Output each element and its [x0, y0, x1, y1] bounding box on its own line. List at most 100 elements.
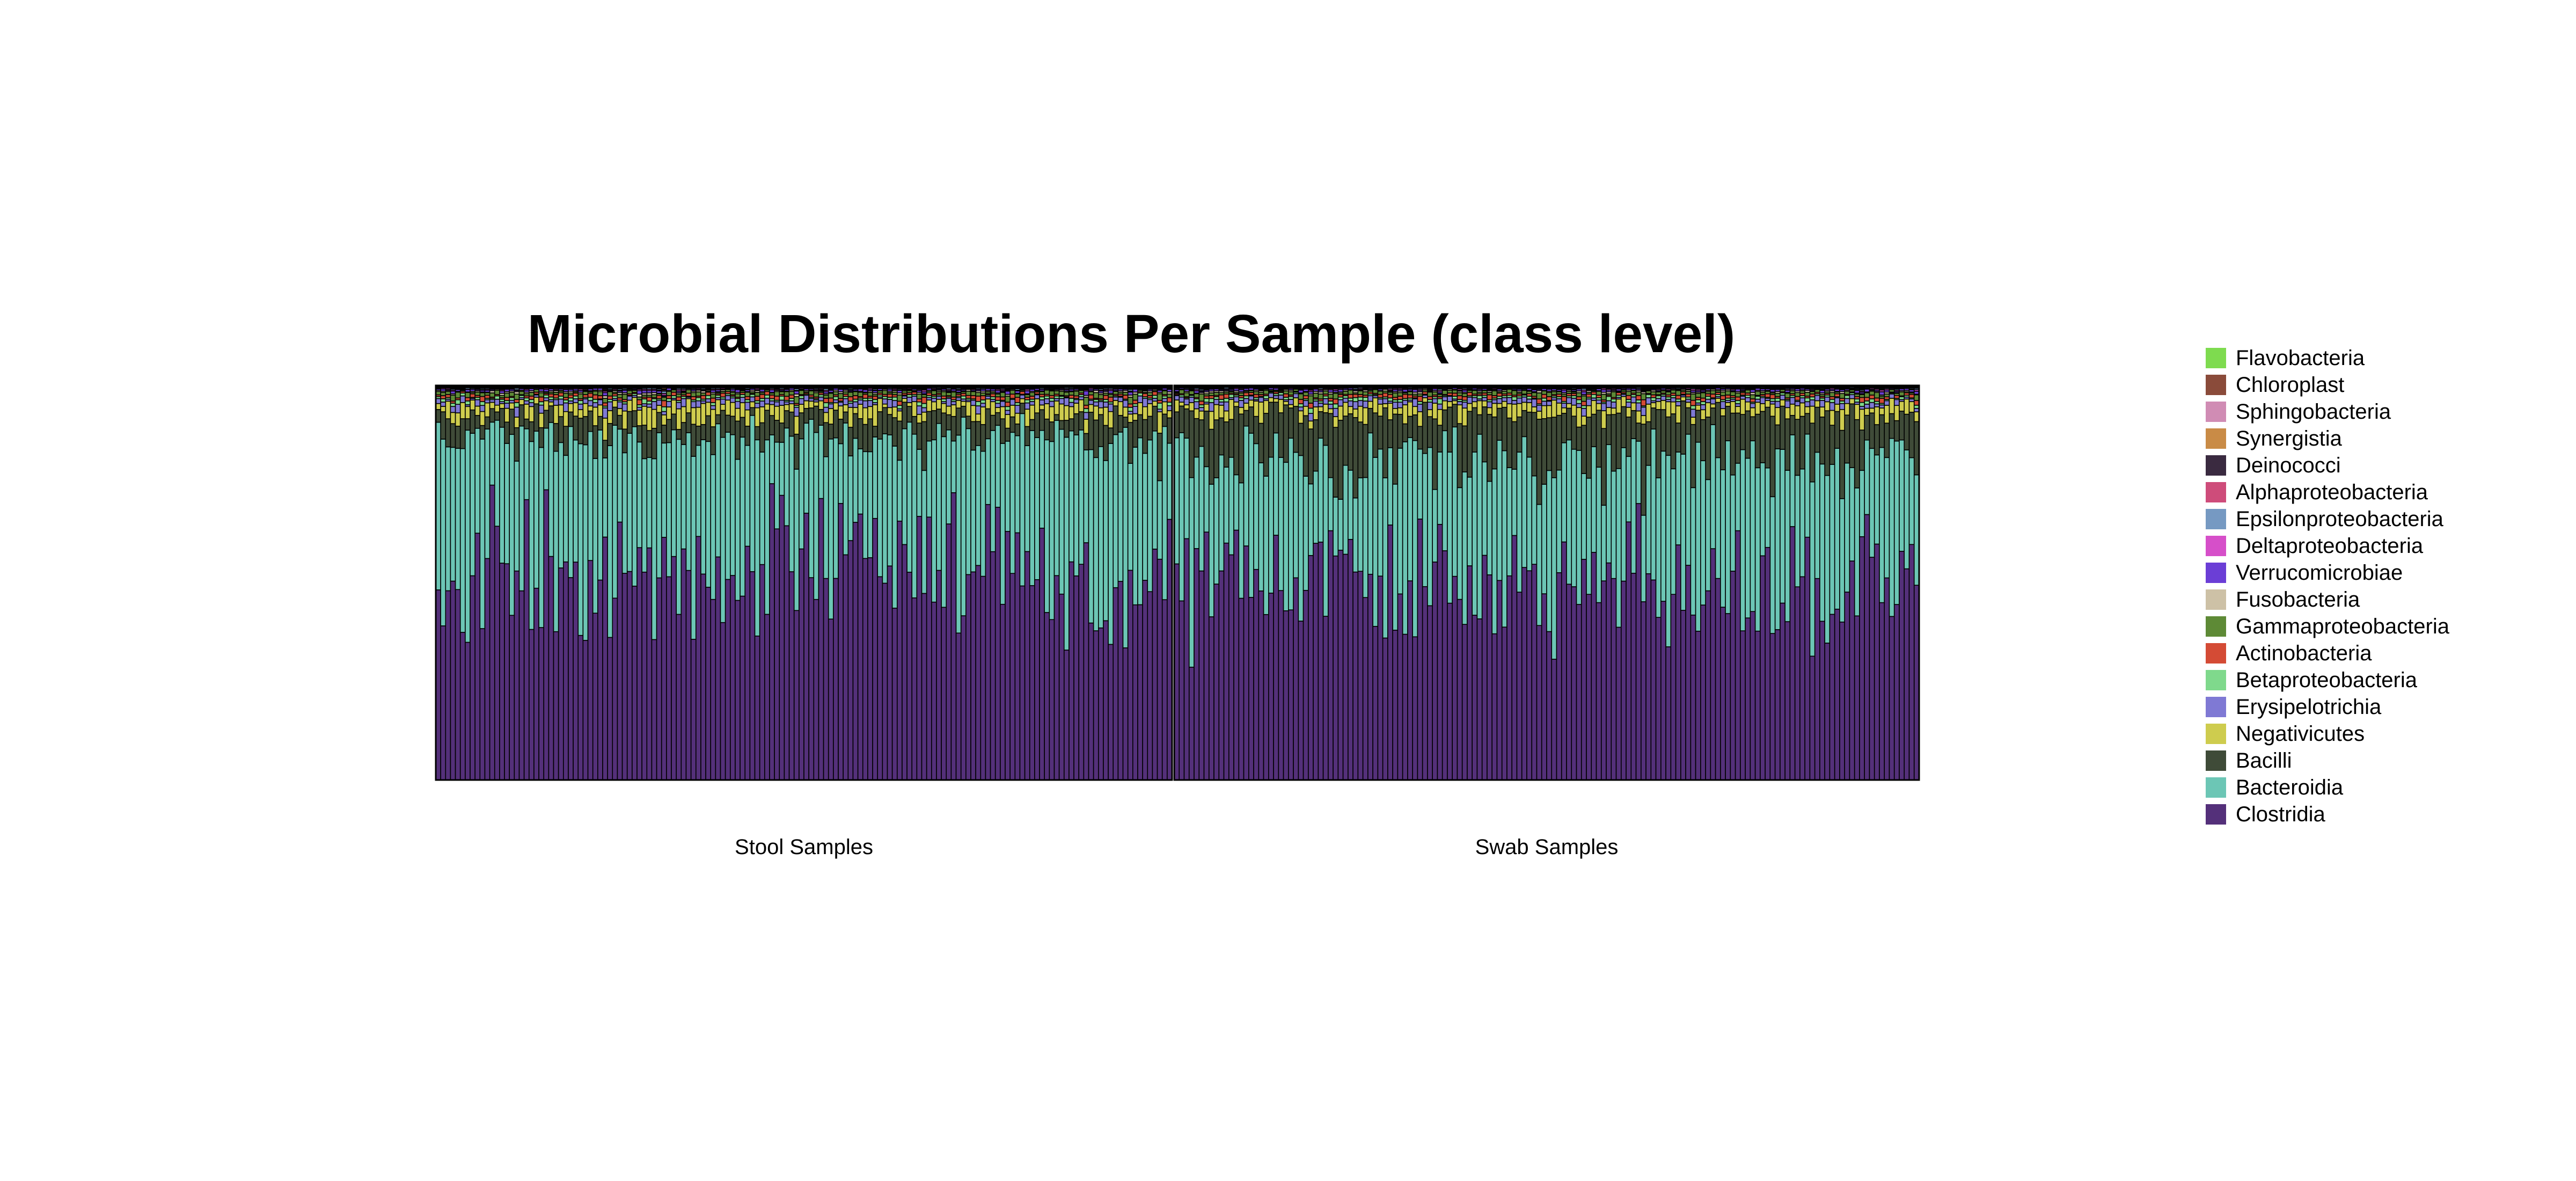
bar-segment [1402, 441, 1408, 635]
bar-segment [1009, 432, 1016, 574]
bar-segment [1626, 402, 1632, 408]
bar-segment [695, 406, 701, 427]
bar-segment [1580, 395, 1587, 402]
bar-segment [1546, 631, 1553, 781]
bar-segment [1496, 403, 1503, 409]
bar-segment [656, 577, 662, 781]
bar-segment [774, 528, 780, 781]
bar-segment [1487, 414, 1493, 482]
bar-segment [931, 410, 937, 441]
bar-segment [445, 418, 451, 448]
bar-segment [1432, 418, 1438, 490]
bar-segment [440, 395, 447, 399]
bar-segment [690, 392, 697, 397]
bar-segment [936, 422, 942, 571]
bar-segment [960, 405, 967, 418]
bar-segment [1188, 397, 1195, 403]
bar-segment [1804, 433, 1811, 538]
bar-segment [1367, 395, 1373, 402]
bar-segment [1382, 392, 1388, 398]
bar-segment [788, 571, 795, 781]
bar-segment [1348, 393, 1353, 399]
bar-segment [857, 404, 863, 419]
bar-segment [626, 395, 633, 401]
bar-segment [1705, 417, 1711, 480]
bar-segment [764, 391, 770, 396]
bar-segment [1009, 390, 1016, 395]
bar-segment [1083, 397, 1089, 406]
bar-segment [1630, 438, 1637, 574]
bar-segment [1551, 477, 1557, 660]
bar-segment [1556, 414, 1562, 471]
bar-segment [607, 401, 613, 411]
bar-segment [1268, 392, 1274, 398]
bar-segment [1208, 395, 1214, 399]
bar-segment [852, 395, 859, 400]
bar-segment [499, 427, 505, 564]
bar-segment [1437, 398, 1443, 405]
bar-segment [1541, 405, 1547, 419]
bar-segment [994, 393, 1001, 398]
bar-segment [808, 577, 815, 781]
bar-segment [636, 441, 642, 548]
bar-segment [1675, 451, 1681, 545]
bar-segment [1735, 412, 1741, 464]
bar-segment [950, 391, 957, 398]
bar-segment [960, 615, 967, 781]
bar-segment [1183, 404, 1190, 410]
bar-segment [1034, 412, 1040, 438]
bar-segment [882, 398, 888, 405]
bar-segment [813, 599, 819, 781]
bar-segment [1357, 400, 1364, 407]
bar-segment [1142, 393, 1148, 397]
bar-segment [1750, 440, 1756, 612]
bar-segment [1248, 406, 1254, 434]
bar-segment [1621, 406, 1627, 448]
bar-segment [1103, 460, 1109, 622]
bar-segment [661, 406, 667, 412]
bar-segment [1700, 397, 1706, 402]
bar-segment [538, 404, 545, 414]
bar-segment [538, 401, 545, 406]
bar-segment [1183, 408, 1190, 439]
bar-segment [1641, 406, 1646, 416]
bar-segment [1333, 403, 1339, 409]
bar-segment [1213, 584, 1220, 781]
bar-segment [740, 417, 746, 438]
bar-segment [1137, 402, 1143, 415]
bar-segment [1501, 450, 1507, 628]
bar-segment [985, 438, 991, 505]
bar-segment [764, 394, 770, 399]
bar-segment [445, 391, 451, 395]
bar-segment [514, 427, 520, 462]
bar-segment [1432, 489, 1438, 563]
bar-segment [504, 421, 510, 444]
bar-segment [1044, 418, 1050, 441]
bar-segment [700, 573, 706, 781]
bar-segment [960, 395, 967, 400]
bar-segment [902, 402, 908, 429]
bar-segment [1147, 399, 1153, 404]
bar-segment [1457, 423, 1463, 489]
bar-segment [1302, 400, 1309, 407]
bar-segment [1198, 407, 1205, 412]
bar-segment [1774, 400, 1781, 408]
bar-segment [882, 407, 888, 434]
bar-segment [1348, 470, 1353, 540]
bar-segment [1750, 398, 1756, 403]
bar-segment [1132, 399, 1138, 405]
bar-segment [1695, 404, 1701, 411]
bar-segment [1362, 400, 1368, 409]
bar-segment [1098, 446, 1104, 629]
bar-segment [528, 629, 535, 781]
bar-segment [1596, 403, 1602, 411]
bar-segment [965, 401, 971, 417]
bar-segment [1127, 413, 1133, 423]
bar-segment [1203, 410, 1210, 468]
bar-segment [946, 523, 952, 781]
bar-segment [1591, 393, 1597, 399]
bar-segment [621, 452, 628, 574]
bar-segment [1472, 451, 1478, 616]
bar-segment [1427, 605, 1433, 781]
bar-segment [607, 395, 613, 400]
